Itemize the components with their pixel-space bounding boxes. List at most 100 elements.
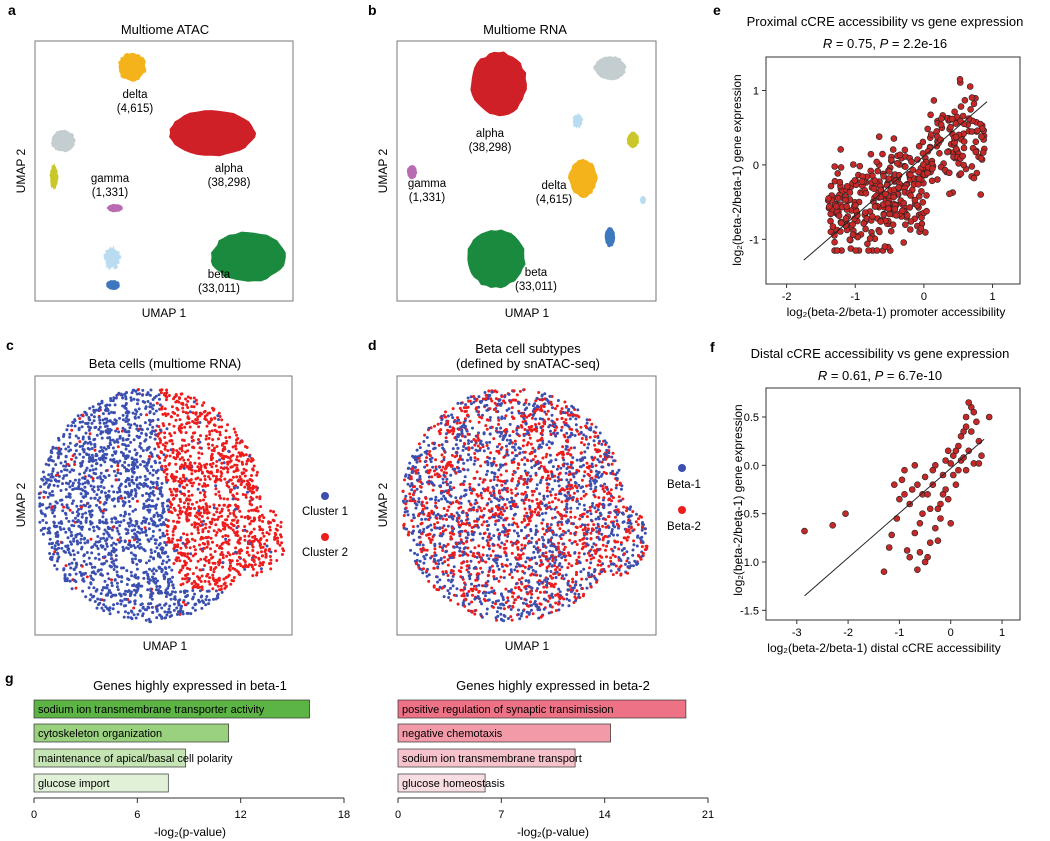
umap-d-cell-dot: [417, 456, 421, 460]
umap-c-cell-dot: [135, 458, 138, 462]
umap-c-cell-dot: [219, 584, 223, 588]
umap-d-cell-dot: [418, 543, 422, 547]
umap-c-cell-dot: [117, 430, 121, 434]
umap-c-cell-dot: [122, 615, 126, 619]
umap-d-cell-dot: [519, 597, 523, 600]
scatter-e-point: [919, 138, 927, 146]
scatter-e-point: [915, 168, 922, 176]
umap-c-cell-dot: [88, 469, 92, 472]
scatter-e-point: [901, 221, 909, 228]
umap-c-cell-dot: [86, 479, 90, 483]
umap-c-cell-dot: [53, 506, 57, 510]
umap-c-cell-dot: [86, 481, 90, 485]
umap-c-cell-dot: [214, 487, 218, 491]
umap-d-cell-dot: [553, 428, 557, 432]
umap-c-cell-dot: [145, 467, 149, 470]
umap-d-cell-dot: [449, 473, 453, 477]
umap-c-cell-dot: [251, 549, 255, 552]
umap-c-cell-dot: [167, 565, 171, 569]
umap-d-cell-dot: [513, 568, 517, 572]
umap-c-cell-dot: [234, 515, 238, 519]
umap-c-cell-dot: [78, 417, 82, 420]
umap-c-cell-dot: [160, 562, 164, 566]
umap-c-cell-dot: [149, 388, 153, 392]
umap-d-cell-dot: [551, 487, 555, 491]
umap-d-cell-dot: [520, 520, 524, 524]
scatter-e-point: [882, 190, 889, 198]
umap-c-cell-dot: [144, 618, 148, 622]
umap-c-cell-dot: [148, 393, 152, 397]
umap-c-cell-dot: [181, 541, 185, 545]
umap-c-cell-dot: [246, 487, 250, 491]
umap-c-cell-dot: [164, 441, 168, 445]
umap-c-cell-dot: [155, 585, 159, 588]
umap-c-cell-dot: [222, 503, 226, 507]
umap-d-cell-dot: [442, 494, 446, 498]
umap-c-cell-dot: [196, 487, 200, 491]
umap-c-cell-dot: [111, 498, 115, 502]
umap-c-cell-dot: [169, 592, 173, 596]
umap-c-cell-dot: [158, 584, 162, 588]
umap-c-cell-dot: [158, 528, 162, 532]
umap-c-cell-dot: [130, 557, 134, 561]
umap-c-cell-dot: [201, 505, 205, 509]
umap-d-cell-dot: [537, 422, 541, 426]
umap-d-cell-dot: [527, 402, 531, 406]
umap-c-cell-dot: [92, 570, 96, 574]
umap-c-cell-dot: [84, 494, 88, 498]
umap-d-cell-dot: [551, 516, 554, 520]
umap-b-count-delta: (4,615): [536, 194, 573, 206]
umap-c-cell-dot: [170, 614, 174, 617]
umap-c-cell-dot: [191, 445, 195, 449]
umap-d-cell-dot: [403, 497, 407, 501]
umap-c-cell-dot: [190, 472, 194, 476]
umap-c-cell-dot: [187, 494, 191, 498]
umap-c-cell-dot: [250, 479, 254, 483]
umap-d-cell-dot: [488, 491, 492, 495]
umap-d-cell-dot: [485, 441, 489, 445]
umap-c-cell-dot: [201, 549, 205, 553]
umap-d-cell-dot: [477, 583, 481, 587]
umap-d-cell-dot: [545, 452, 549, 456]
umap-c-cell-dot: [253, 534, 257, 538]
umap-c-cell-dot: [71, 499, 75, 503]
umap-c-cell-dot: [252, 508, 255, 512]
umap-c-cell-dot: [190, 532, 194, 536]
umap-d-cell-dot: [440, 418, 444, 422]
umap-c-cell-dot: [175, 449, 179, 453]
umap-c-cell-dot: [109, 552, 113, 556]
umap-c-cell-dot: [62, 568, 66, 572]
umap-c-cell-dot: [103, 460, 107, 464]
umap-d-cell-dot: [580, 437, 584, 440]
umap-d-cell-dot: [576, 408, 580, 412]
umap-c-cell-dot: [193, 507, 197, 510]
umap-d-cell-dot: [569, 446, 573, 450]
umap-c-cell-dot: [121, 549, 125, 552]
umap-c-cell-dot: [205, 504, 209, 508]
umap-c-cell-dot: [57, 436, 60, 440]
umap-c-cell-dot: [209, 536, 213, 540]
umap-c-cell-dot: [109, 595, 113, 599]
umap-c-cell-dot: [163, 407, 167, 411]
umap-c-cell-dot: [89, 522, 93, 526]
umap-d-cell-dot: [583, 450, 587, 454]
umap-c-cell-dot: [206, 411, 210, 415]
umap-d-cell-dot: [585, 515, 589, 519]
umap-c-cell-dot: [265, 538, 269, 542]
umap-c-cell-dot: [92, 525, 95, 529]
umap-d-cell-dot: [459, 570, 463, 574]
umap-c-cell-dot: [251, 567, 255, 571]
umap-c-cell-dot: [213, 446, 216, 450]
umap-c-cell-dot: [251, 574, 255, 578]
umap-d-cell-dot: [553, 407, 557, 411]
umap-c-cell-dot: [41, 532, 45, 536]
umap-c-cell-dot: [195, 585, 199, 589]
umap-c-cell-dot: [190, 582, 194, 585]
umap-d-cell-dot: [516, 595, 520, 599]
umap-c-cell-dot: [125, 546, 129, 550]
umap-c-cell-dot: [79, 499, 83, 503]
umap-c-cell-dot: [138, 424, 142, 428]
umap-c-cell-dot: [212, 474, 215, 478]
umap-d-cell-dot: [575, 570, 578, 574]
